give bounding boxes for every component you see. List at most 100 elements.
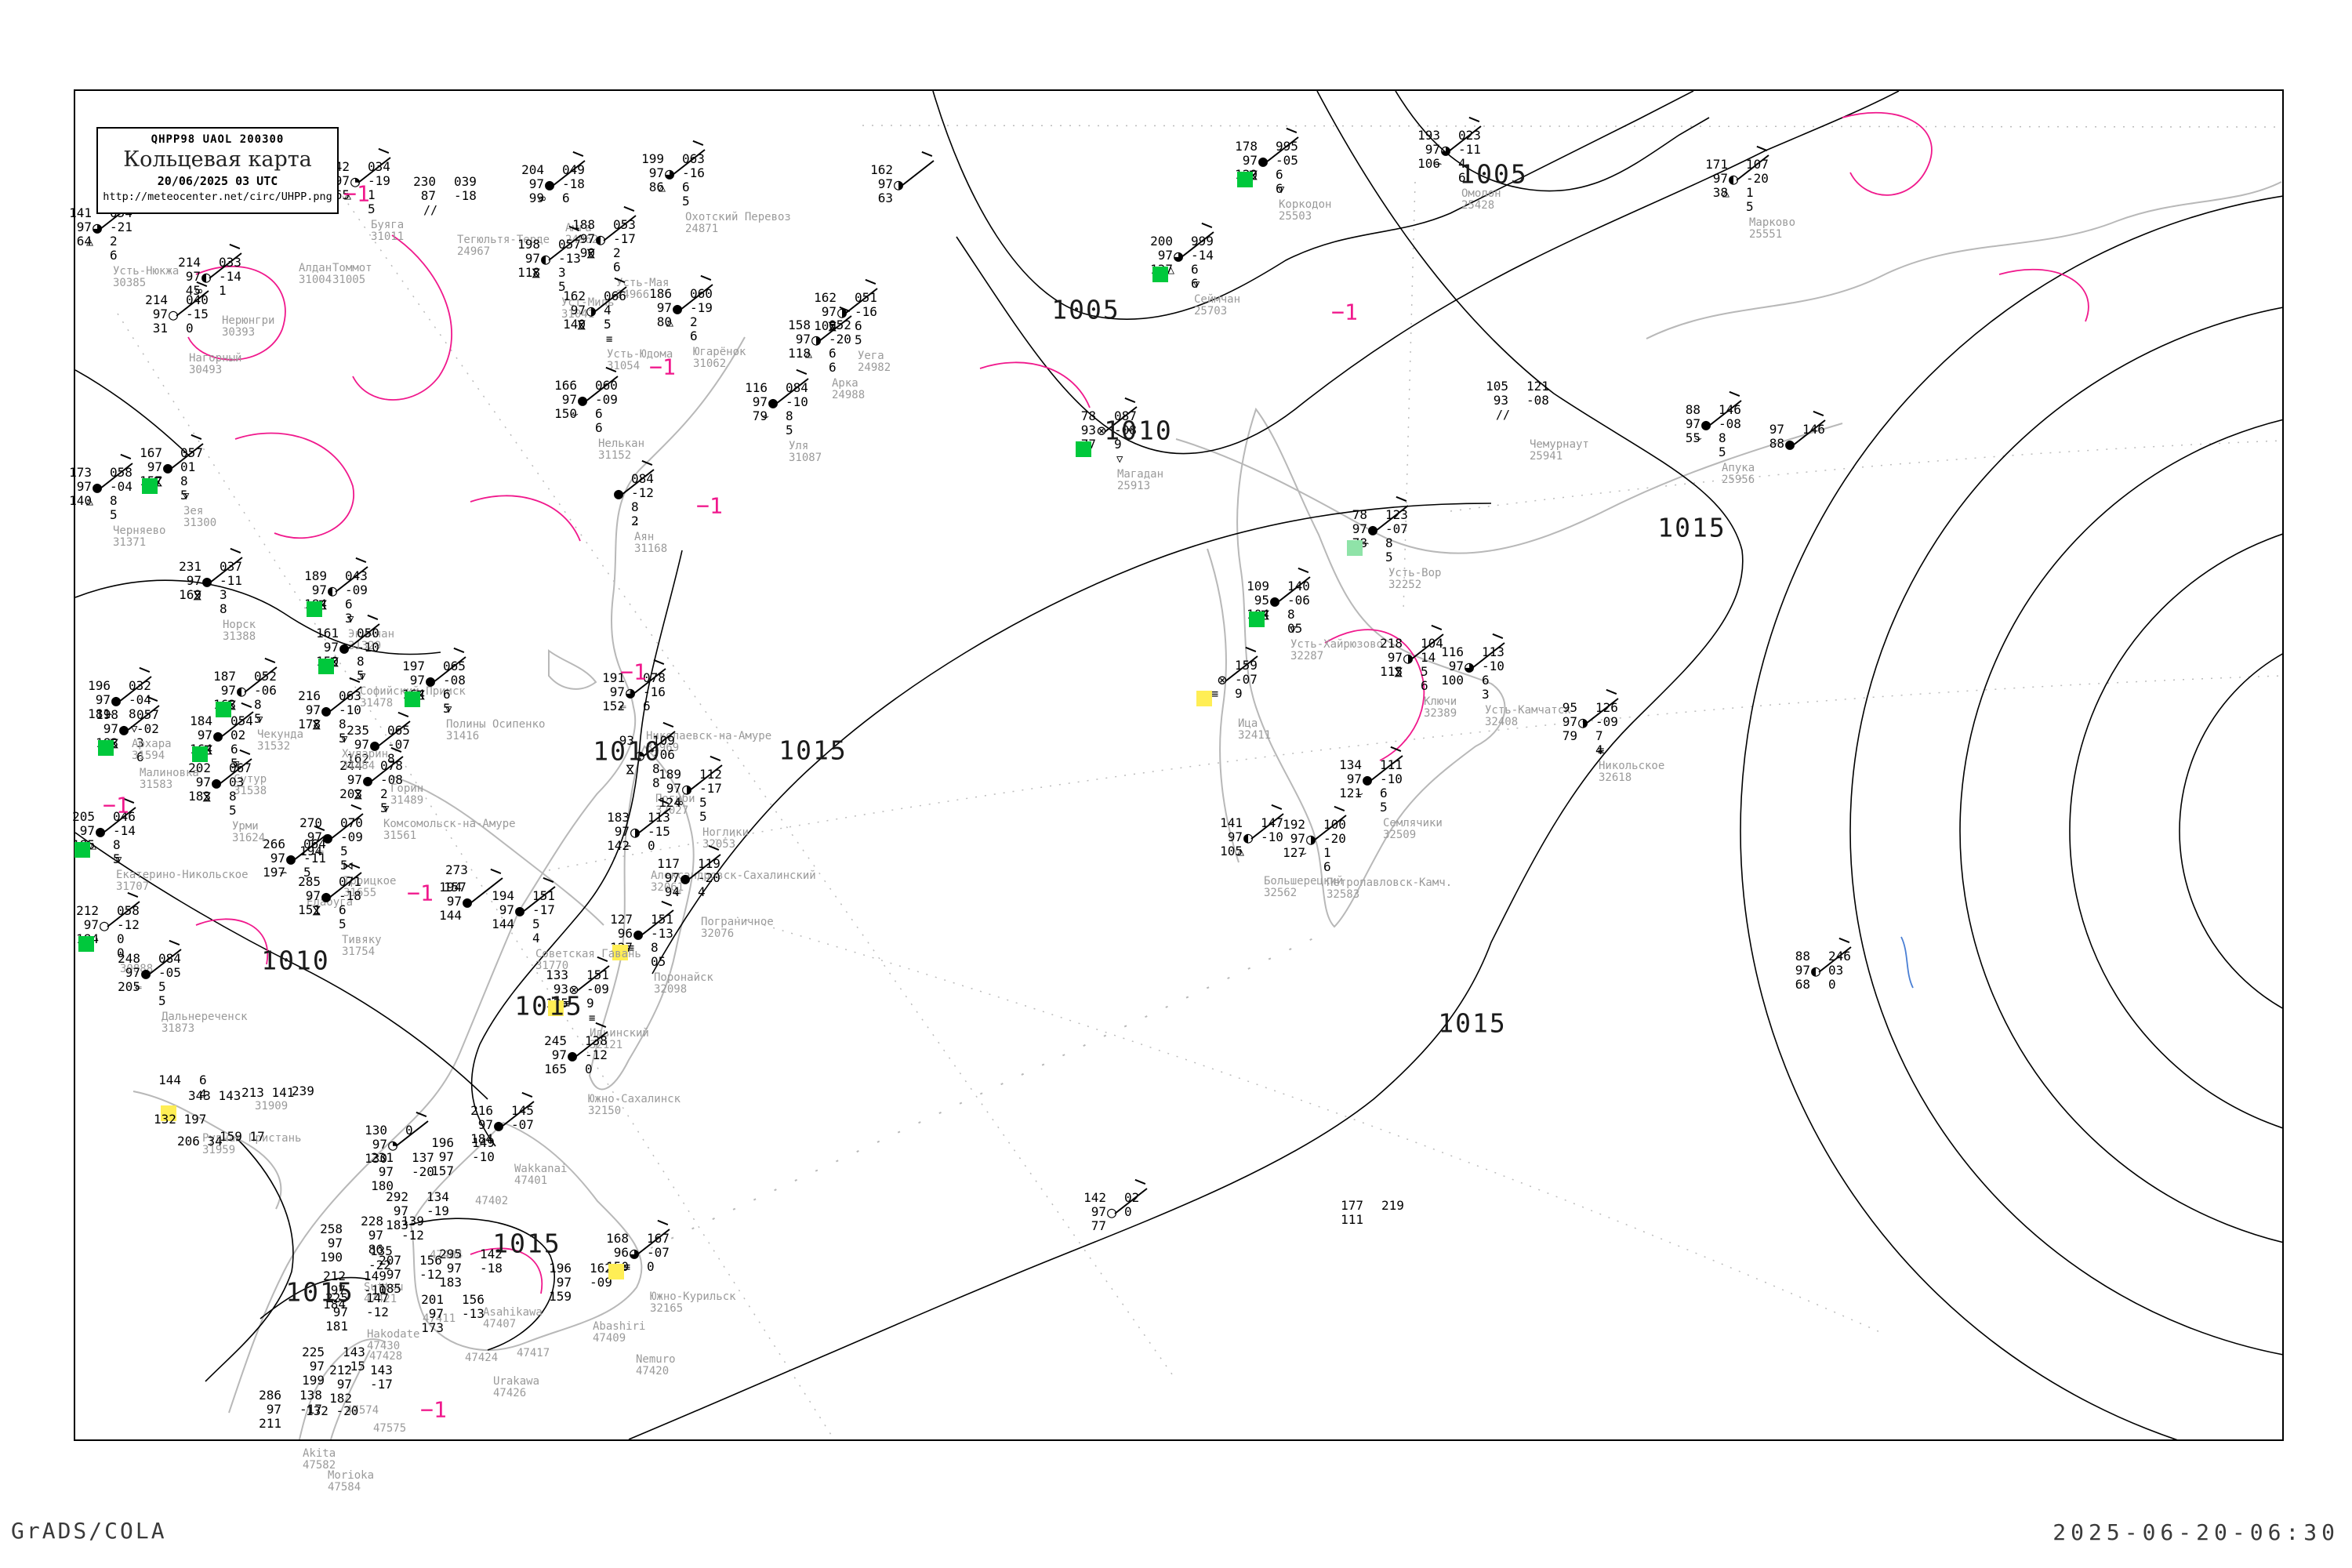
station-value: 97 bbox=[409, 673, 425, 688]
station-value: 173 bbox=[69, 465, 92, 480]
station-value: 78 bbox=[1352, 507, 1367, 522]
station-value: 184 bbox=[470, 1131, 493, 1146]
station-label: Усть-Камчатск 32408 bbox=[1485, 705, 1571, 728]
weather-symbol-icon: ∽ bbox=[1434, 157, 1442, 171]
station-label-line: 31388 bbox=[223, 630, 256, 643]
station-values-right: 123 -07 8 5 bbox=[1385, 508, 1408, 564]
station-value: -18 bbox=[562, 176, 585, 191]
station-value: 190 bbox=[320, 1250, 343, 1265]
weather-symbol-icon: ⇐ bbox=[673, 885, 681, 899]
station-value: 6 bbox=[1380, 786, 1388, 800]
station-value: 197 bbox=[263, 865, 285, 880]
weather-symbol-icon: // bbox=[423, 203, 437, 217]
station-label: 47417 bbox=[517, 1348, 550, 1359]
weather-symbol-icon: △ bbox=[85, 494, 93, 508]
station-value: 8 bbox=[357, 654, 365, 669]
station-value: 3 bbox=[1482, 687, 1490, 702]
station-label: Abashiri 47409 bbox=[593, 1321, 645, 1345]
station-value: 0 bbox=[647, 1259, 655, 1274]
aux-symbol-icon: ▽ bbox=[383, 803, 390, 815]
station-value: 6 bbox=[643, 699, 651, 713]
station-value: 266 bbox=[263, 837, 285, 851]
station-label-line: Нагорный bbox=[189, 352, 242, 365]
station-value: -16 bbox=[643, 684, 666, 699]
station-value: 0 bbox=[1124, 1204, 1132, 1219]
station-value: 31 bbox=[152, 321, 168, 336]
station-value: 4 bbox=[1595, 742, 1603, 757]
station-label-line: 47407 bbox=[483, 1318, 517, 1330]
station-value: 084 bbox=[631, 471, 654, 486]
station-label: Апука 25956 bbox=[1722, 463, 1755, 486]
station-marker-icon: ◐ bbox=[1729, 169, 1739, 188]
station-label: Поронайск 32098 bbox=[654, 972, 713, 996]
station-value: 0 bbox=[117, 931, 125, 946]
station-label: Urakawa 47426 bbox=[493, 1376, 539, 1399]
station-marker-icon: ◕ bbox=[665, 164, 675, 183]
station-value: 6 bbox=[690, 328, 698, 343]
station-values-right: 046 -14 8 5 bbox=[113, 810, 136, 866]
station-value: 118 bbox=[517, 265, 540, 280]
anomaly-label: −1 bbox=[649, 354, 676, 380]
station-marker-icon: ● bbox=[568, 1046, 578, 1065]
station-value: 5 bbox=[158, 993, 166, 1008]
station-label-line: Комсомольск-на-Амуре bbox=[383, 818, 516, 830]
station-value: 151 bbox=[651, 912, 673, 927]
station-value: 193 bbox=[1417, 128, 1440, 143]
station-label: Дальнереченск 31873 bbox=[162, 1011, 248, 1035]
station-label: Большерецкий 32562 bbox=[1264, 876, 1343, 899]
station-values-right: 078 -08 2 5 bbox=[380, 759, 403, 815]
station-value: 196 bbox=[431, 1135, 454, 1150]
station-label-line: Ноглики bbox=[702, 826, 750, 839]
station-marker-icon: ◔ bbox=[350, 172, 361, 191]
station-value: 058 bbox=[117, 903, 140, 918]
station-marker-icon: ● bbox=[119, 720, 129, 739]
station-value: 1 bbox=[219, 283, 227, 298]
station-value: 052 bbox=[254, 669, 277, 684]
station-label-line: Коркодон bbox=[1279, 198, 1332, 211]
station-marker-icon: ◑ bbox=[811, 330, 822, 349]
station-value: 181 bbox=[88, 706, 111, 721]
loose-text: 213 141 bbox=[241, 1085, 295, 1100]
station-value: -11 bbox=[220, 573, 242, 588]
station-label: 30888 bbox=[120, 964, 153, 975]
station-value: -16 bbox=[855, 304, 877, 319]
station-value: 8 bbox=[1719, 430, 1726, 445]
station-value: 5 bbox=[604, 317, 612, 332]
station-values-left: 196 97 159 bbox=[549, 1261, 572, 1304]
station-value: -19 bbox=[426, 1203, 449, 1218]
station-label-line: 31152 bbox=[598, 449, 632, 462]
station-values-left: 225 97 199 bbox=[302, 1345, 325, 1388]
station-value: 142 bbox=[607, 838, 630, 853]
station-value: 146 bbox=[1719, 402, 1741, 417]
station-value: 97 bbox=[666, 781, 681, 796]
station-value: -15 bbox=[343, 1359, 365, 1374]
station-value: 104 bbox=[1421, 636, 1443, 651]
station-value: 225 bbox=[325, 1290, 348, 1305]
station-value: 039 bbox=[454, 174, 477, 189]
station-label-line: Чекунда bbox=[257, 728, 304, 741]
station-label-line: 32618 bbox=[1599, 771, 1632, 784]
station-value: 0 bbox=[585, 1062, 593, 1076]
station-label: Ица 32411 bbox=[1238, 718, 1271, 742]
station-label-line: Петропавловск-Камч. bbox=[1327, 877, 1453, 889]
station-label-line: Urakawa bbox=[493, 1375, 540, 1388]
station-values-right: 052 -06 8 5 bbox=[254, 670, 277, 726]
loose-text: 132 -20 bbox=[306, 1403, 359, 1418]
map-title: Кольцевая карта bbox=[123, 147, 312, 172]
station-label-line: Омолон bbox=[1461, 187, 1501, 200]
station-marker-icon: ◑ bbox=[1306, 829, 1316, 848]
station-value: 4 bbox=[199, 1087, 207, 1102]
station-values-left: 199 97 86 bbox=[641, 152, 664, 194]
station-value: 180 bbox=[371, 1178, 394, 1193]
station-values-left: 214 97 45 bbox=[178, 256, 201, 298]
status-square bbox=[74, 842, 90, 858]
station-value: 078 bbox=[643, 670, 666, 685]
station-values-right: 065 -07 8 bbox=[387, 724, 410, 766]
station-label: Чекунда 31532 bbox=[257, 729, 303, 753]
station-label-line: Екатерино-Никольское bbox=[116, 869, 249, 881]
aux-symbol-icon: ▽ bbox=[1290, 623, 1297, 636]
station-value: 5 bbox=[229, 803, 237, 818]
station-values-left: 171 97 38 bbox=[1705, 158, 1728, 200]
